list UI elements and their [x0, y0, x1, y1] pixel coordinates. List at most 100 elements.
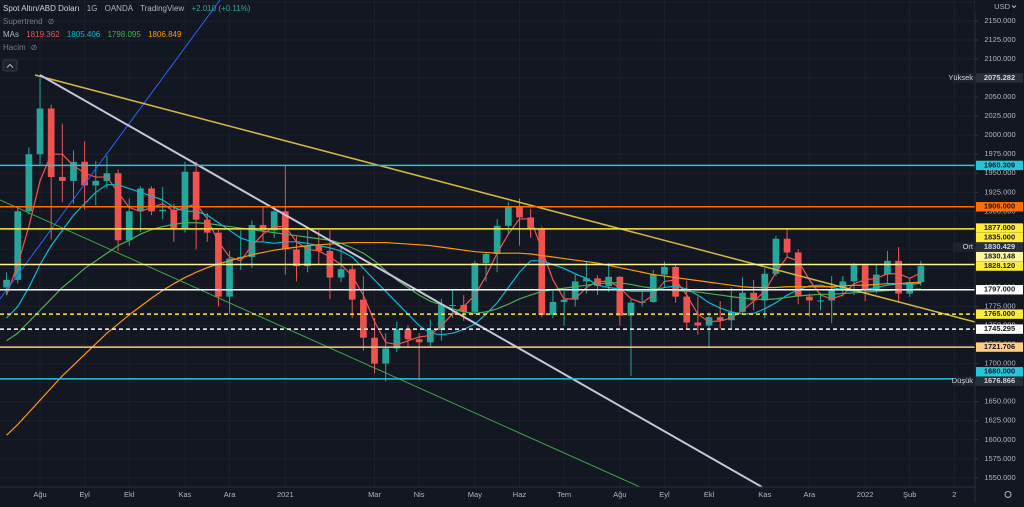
x-tick-label: Ara: [804, 490, 817, 499]
x-tick-label: 2: [952, 490, 956, 499]
currency-box[interactable]: [975, 0, 1024, 13]
x-tick-label: Eyl: [79, 490, 90, 499]
y-tick-label: 1650.000: [984, 397, 1015, 406]
candle-body: [560, 299, 568, 302]
candle-body: [527, 217, 534, 229]
candle-body: [917, 266, 925, 283]
y-tick-label: 1600.000: [984, 435, 1015, 444]
price-tag-label: 1830.429: [984, 242, 1015, 251]
candle-body: [861, 265, 869, 290]
candle-body: [538, 228, 546, 315]
price-tag: [976, 285, 1023, 295]
indicator-row: Hacim ⊘: [3, 43, 42, 52]
candle-body: [371, 337, 378, 364]
price-tag: [976, 73, 1023, 83]
currency[interactable]: USD: [994, 2, 1010, 11]
candle-body: [304, 245, 311, 267]
indicator-name[interactable]: Hacim: [3, 43, 26, 52]
interval: 1G: [86, 4, 98, 13]
candle-body: [471, 263, 479, 312]
price-change: +2.010 (+0.11%): [191, 4, 251, 13]
candle-body: [549, 301, 557, 315]
price-tag-name-box: [953, 242, 975, 252]
candle-body: [694, 322, 702, 326]
settings-icon[interactable]: [1004, 491, 1012, 498]
candle-body: [672, 266, 679, 297]
price-tag-label: 1745.295: [984, 324, 1015, 333]
price-tag: [976, 376, 1023, 386]
price-tag-name-box: [953, 73, 975, 83]
candle-body: [270, 211, 278, 231]
candle-body: [404, 329, 412, 340]
symbol-name[interactable]: Spot Altın/ABD Doları: [3, 4, 80, 13]
candle-body: [315, 245, 323, 251]
candle-body: [36, 108, 44, 155]
collapse-button[interactable]: [2, 59, 18, 72]
candle-body: [727, 311, 735, 321]
candle-body: [281, 211, 289, 250]
candle-body: [571, 281, 579, 300]
price-tag-label: 1676.866: [984, 376, 1015, 385]
candle-body: [248, 225, 256, 258]
trend-line: [0, 0, 221, 300]
y-tick-label: 1775.000: [984, 302, 1015, 311]
candle-body: [415, 339, 423, 343]
y-tick-label: 1925.000: [984, 187, 1015, 196]
candle-body: [460, 304, 468, 312]
x-tick-label: Ağu: [33, 490, 46, 499]
price-tag-label: 1680.000: [984, 367, 1015, 376]
x-tick-label: Mar: [368, 490, 381, 499]
candle-body: [92, 180, 100, 186]
price-tag: [976, 261, 1023, 271]
x-tick-label: Haz: [513, 490, 527, 499]
x-tick-label: Nis: [414, 490, 425, 499]
candle-body: [661, 266, 668, 275]
collapse-icon[interactable]: [6, 63, 14, 68]
candle-body: [360, 299, 367, 338]
visibility-icon[interactable]: ⊘: [47, 17, 55, 26]
price-tag-name: Düşük: [952, 376, 974, 385]
price-tag: [976, 160, 1023, 171]
price-tag: [976, 232, 1023, 243]
y-tick-label: 1625.000: [984, 416, 1015, 425]
candle-body: [3, 279, 10, 288]
y-tick-label: 2025.000: [984, 111, 1015, 120]
candle-body: [594, 278, 601, 286]
indicator-name[interactable]: MAs: [3, 30, 19, 39]
y-tick-label: 2150.000: [984, 16, 1015, 25]
visibility-icon[interactable]: ⊘: [30, 43, 38, 52]
candle-body: [772, 238, 780, 274]
y-tick-label: 1975.000: [984, 149, 1015, 158]
y-tick-label: 2050.000: [984, 92, 1015, 101]
candle-body: [716, 317, 724, 321]
candle-body: [850, 265, 858, 282]
price-tag-label: 1721.706: [984, 342, 1015, 351]
drawings: [0, 0, 976, 488]
currency-caret[interactable]: [1011, 5, 1017, 9]
price-tag-label: 1828.120: [984, 261, 1015, 270]
candle-body: [203, 219, 211, 233]
candle-body: [683, 296, 691, 323]
x-tick-label: May: [468, 490, 482, 499]
candle-body: [259, 225, 267, 231]
candle-body: [794, 252, 802, 297]
candle-body: [616, 276, 624, 316]
candle-body: [583, 278, 590, 282]
price-tag: [976, 324, 1023, 334]
ma-value: 1805.406: [66, 30, 101, 39]
y-tick-label: 1950.000: [984, 168, 1015, 177]
candle-body: [817, 300, 824, 302]
ma-value: 1806.849: [148, 30, 182, 39]
indicator-name[interactable]: Supertrend: [3, 17, 43, 26]
candle-body: [159, 209, 167, 212]
candle-body: [516, 207, 523, 218]
moving-average: [6, 153, 922, 346]
candle-body: [14, 211, 22, 280]
source: TradingView: [140, 4, 185, 13]
price-tag-label: 1960.309: [984, 160, 1015, 169]
candle-body: [348, 269, 356, 300]
price-tag-label: 2075.282: [984, 73, 1015, 82]
trend-line: [39, 74, 763, 488]
candle-body: [884, 260, 891, 275]
